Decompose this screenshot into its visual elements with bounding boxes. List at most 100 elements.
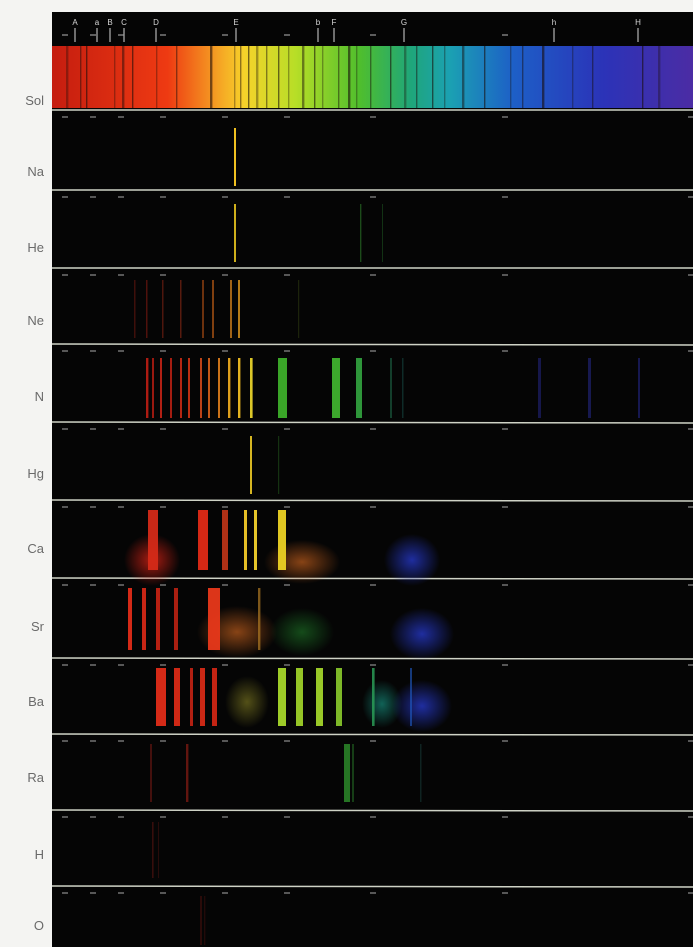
emission-line	[174, 588, 178, 650]
scale-tick	[688, 892, 693, 894]
divider-line	[52, 809, 693, 812]
emission-line	[162, 280, 164, 338]
solar-marker-label: F	[332, 18, 337, 27]
emission-line	[258, 588, 261, 650]
scale-tick	[118, 816, 124, 818]
emission-line	[356, 358, 362, 418]
scale-tick	[118, 34, 124, 36]
scale-tick	[90, 116, 96, 118]
fraunhofer-line	[572, 46, 574, 108]
scale-tick	[370, 584, 376, 586]
emission-line	[254, 510, 257, 570]
row-label-n: N	[34, 389, 44, 404]
strontium-lines	[128, 588, 454, 660]
emission-line	[222, 510, 228, 570]
emission-line	[316, 668, 323, 726]
scale-tick	[222, 892, 228, 894]
scale-tick	[284, 740, 290, 742]
scale-tick	[284, 274, 290, 276]
scale-tick	[160, 428, 166, 430]
fraunhofer-line	[356, 46, 358, 108]
scale-tick	[118, 506, 124, 508]
emission-line	[238, 280, 240, 338]
scale-tick	[502, 892, 508, 894]
fraunhofer-line	[484, 46, 486, 108]
scale-tick	[118, 350, 124, 352]
emission-line	[212, 668, 217, 726]
fraunhofer-line	[256, 46, 259, 108]
emission-line	[250, 436, 252, 494]
scale-tick	[90, 196, 96, 198]
scale-tick	[118, 664, 124, 666]
emission-line	[174, 668, 180, 726]
fraunhofer-line	[278, 46, 280, 108]
sodium-lines	[234, 128, 236, 186]
divider-line	[52, 657, 693, 660]
fraunhofer-line	[314, 46, 316, 108]
emission-line	[344, 744, 350, 802]
emission-line	[160, 358, 162, 418]
fraunhofer-line	[432, 46, 434, 108]
fraunhofer-line	[176, 46, 178, 108]
scale-tick	[160, 34, 166, 36]
scale-tick	[502, 506, 508, 508]
fraunhofer-line	[114, 46, 116, 108]
fraunhofer-line	[288, 46, 290, 108]
emission-line	[156, 668, 166, 726]
fraunhofer-line	[156, 46, 158, 108]
scale-tick	[284, 506, 290, 508]
scale-tick	[90, 584, 96, 586]
scale-tick	[370, 274, 376, 276]
scale-tick	[62, 428, 68, 430]
emission-line	[204, 896, 206, 945]
fraunhofer-line	[510, 46, 512, 108]
emission-line	[146, 280, 148, 338]
scale-tick	[62, 274, 68, 276]
emission-line	[208, 358, 210, 418]
emission-line	[352, 744, 354, 802]
scale-tick	[502, 274, 508, 276]
scale-tick	[284, 196, 290, 198]
emission-line	[148, 510, 158, 570]
solar-marker-label: C	[121, 18, 127, 27]
scale-tick	[222, 34, 228, 36]
row-label-ca: Ca	[27, 541, 44, 556]
fraunhofer-line	[462, 46, 465, 108]
fraunhofer-line	[302, 46, 305, 108]
scale-tick	[370, 816, 376, 818]
scale-tick	[62, 116, 68, 118]
emission-line	[212, 280, 214, 338]
scale-tick	[502, 196, 508, 198]
scale-tick	[688, 584, 693, 586]
divider-line	[52, 343, 693, 346]
scale-tick	[118, 428, 124, 430]
emission-line	[186, 744, 189, 802]
scale-tick	[284, 816, 290, 818]
scale-tick	[222, 740, 228, 742]
scale-tick	[284, 116, 290, 118]
scale-tick	[688, 274, 693, 276]
solar-marker-label: A	[72, 18, 78, 27]
fraunhofer-line	[592, 46, 594, 108]
solar-marker-label: a	[95, 18, 100, 27]
scale-tick	[502, 428, 508, 430]
emission-line	[638, 358, 640, 418]
emission-line	[134, 280, 136, 338]
scale-tick	[284, 350, 290, 352]
fraunhofer-lines	[66, 46, 661, 108]
scale-tick	[62, 506, 68, 508]
scale-tick	[370, 892, 376, 894]
row-label-sol: Sol	[25, 93, 44, 108]
emission-line	[200, 896, 202, 945]
emission-line	[200, 358, 202, 418]
scale-tick	[370, 506, 376, 508]
scale-tick	[62, 892, 68, 894]
scale-tick	[160, 116, 166, 118]
row-label-h: H	[34, 847, 44, 862]
scale-tick	[222, 506, 228, 508]
scale-tick	[688, 428, 693, 430]
solar-marker-ticks	[74, 28, 639, 42]
emission-line	[152, 358, 154, 418]
scale-tick	[62, 664, 68, 666]
row-label-sr: Sr	[31, 619, 44, 634]
